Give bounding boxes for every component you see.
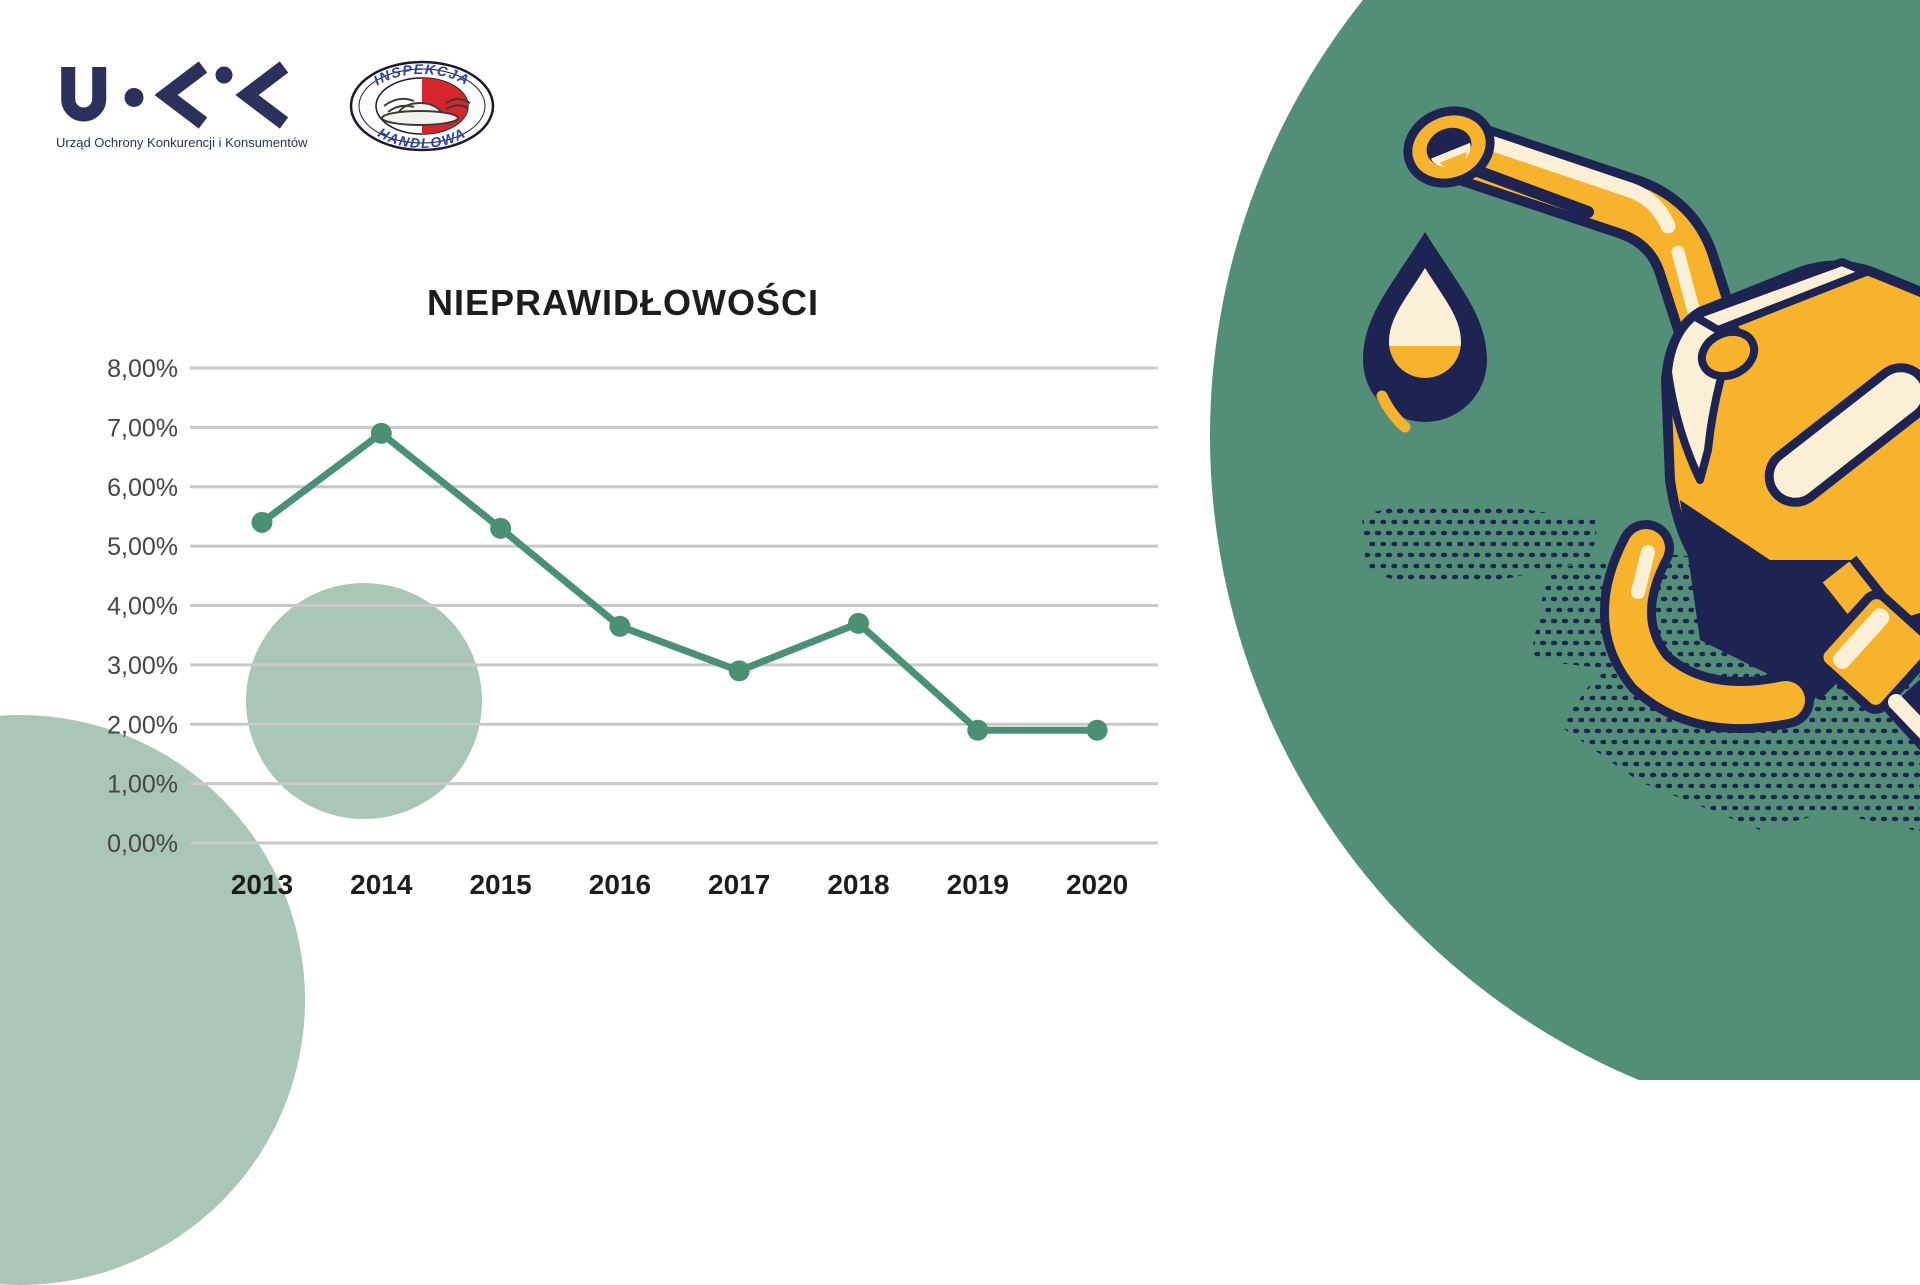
data-point-2018 — [848, 612, 869, 634]
data-point-2015 — [490, 517, 512, 539]
uokik-logo-chevron-2 — [235, 61, 289, 129]
series-line — [258, 429, 1101, 734]
x-axis-tick-label: 2015 — [469, 869, 531, 900]
uokik-logo-small-dot — [215, 66, 233, 84]
fuel-nozzle-illustration — [1403, 106, 1920, 751]
y-axis-tick-label: 5,00% — [107, 533, 178, 561]
x-axis-tick-label: 2018 — [827, 869, 889, 900]
x-axis-tick-label: 2019 — [947, 869, 1009, 900]
x-axis-tick-label: 2014 — [350, 869, 413, 900]
y-axis-tick-label: 3,00% — [107, 652, 178, 680]
uokik-logo-u — [61, 67, 107, 122]
data-point-2017 — [728, 660, 750, 682]
data-point-2020 — [1086, 719, 1108, 741]
uokik-logo-dot — [124, 88, 144, 107]
uokik-logo: Urząd Ochrony Konkurencji i Konsumentów — [56, 61, 308, 150]
data-point-2013 — [251, 511, 273, 533]
x-axis-tick-label: 2020 — [1066, 869, 1128, 900]
y-axis-tick-label: 6,00% — [107, 474, 178, 502]
x-axis-tick-label: 2017 — [708, 869, 770, 900]
uokik-logo-chevron-1 — [154, 61, 208, 129]
badge-mid-ellipse — [358, 68, 486, 144]
data-point-2019 — [967, 719, 989, 741]
data-point-2016 — [609, 615, 631, 637]
y-axis-tick-label: 8,00% — [107, 355, 178, 383]
uokik-logo-caption: Urząd Ochrony Konkurencji i Konsumentów — [56, 135, 308, 150]
header-logos: Urząd Ochrony Konkurencji i Konsumentów … — [56, 60, 495, 152]
y-axis-tick-label: 0,00% — [107, 830, 178, 858]
spout-tip-icon — [1403, 106, 1495, 188]
decorative-circle-middle — [246, 583, 482, 819]
x-axis-tick-label: 2016 — [589, 869, 651, 900]
winged-hat-icon — [381, 97, 471, 126]
chart-title: NIEPRAWIDŁOWOŚCI — [427, 282, 819, 323]
y-axis-tick-label: 7,00% — [107, 414, 178, 442]
y-axis-tick-label: 1,00% — [107, 771, 178, 799]
line-chart: 8,00% 7,00% 6,00% 5,00% 4,00% 3,00% 2,00% 1,00%… — [107, 355, 1158, 900]
y-axis-tick-label: 2,00% — [107, 711, 178, 739]
fuel-illustration — [1210, 0, 1920, 1080]
fuel-drop-icon — [1363, 232, 1487, 433]
data-point-2014 — [370, 422, 392, 444]
inspekcja-handlowa-logo: INSPEKCJA HANDLOWA — [349, 60, 495, 152]
y-axis-tick-label: 4,00% — [107, 593, 178, 621]
x-axis-tick-label: 2013 — [231, 869, 293, 900]
